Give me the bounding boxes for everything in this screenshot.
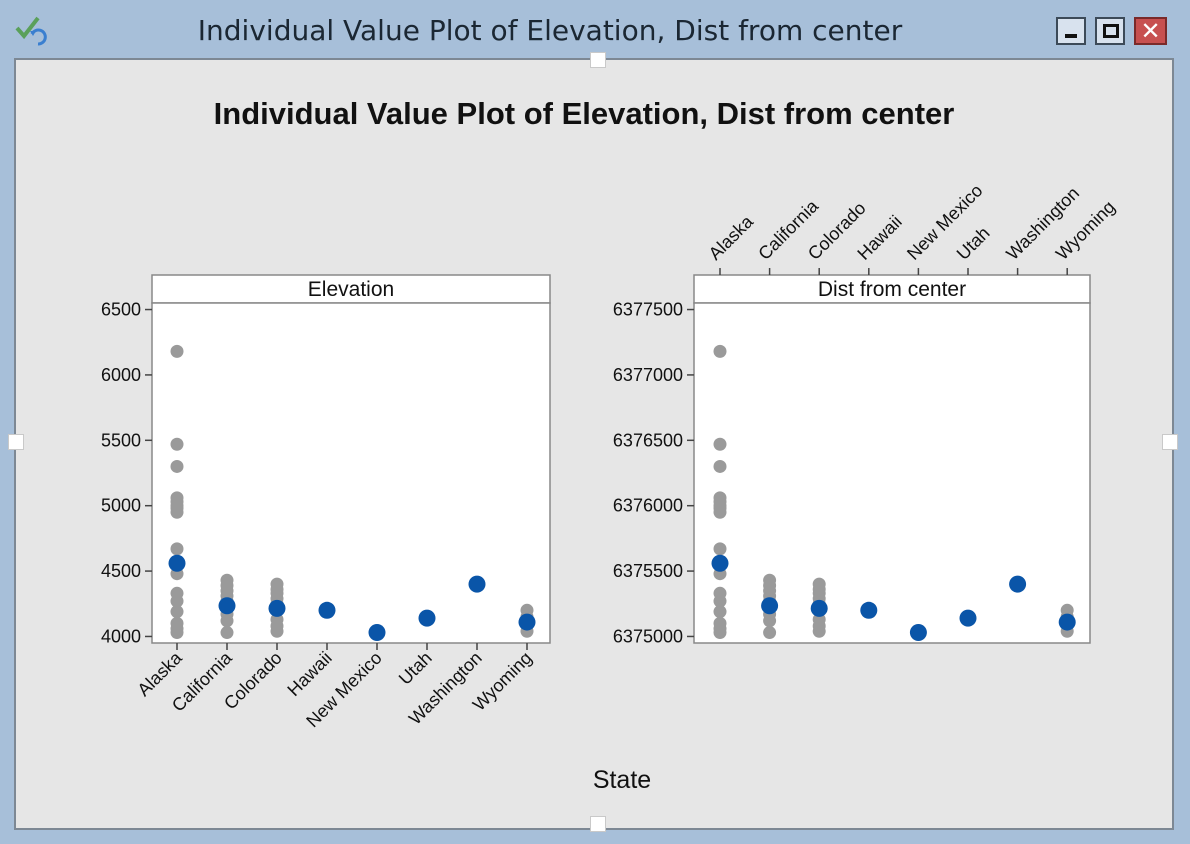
plot-area-elevation xyxy=(151,302,551,644)
individual-point xyxy=(763,614,777,628)
y-tick-label-dist-from-center: 6377500 xyxy=(613,300,683,320)
chart-canvas: Individual Value Plot of Elevation, Dist… xyxy=(101,96,1119,794)
minimize-button[interactable] xyxy=(1056,17,1086,45)
individual-point xyxy=(713,344,727,358)
mean-point xyxy=(959,609,977,627)
y-tick-label-elevation: 4000 xyxy=(101,626,141,646)
individual-point xyxy=(713,505,727,519)
mean-point xyxy=(468,575,486,593)
chart-title: Individual Value Plot of Elevation, Dist… xyxy=(214,96,955,131)
y-tick-label-elevation: 5000 xyxy=(101,496,141,516)
mean-point xyxy=(761,597,779,615)
app-check-refresh-icon xyxy=(15,16,47,46)
window-title: Individual Value Plot of Elevation, Dist… xyxy=(197,14,903,47)
y-tick-label-elevation: 6000 xyxy=(101,365,141,385)
mean-point xyxy=(860,601,878,619)
individual-point xyxy=(170,437,184,451)
mean-point xyxy=(810,599,828,617)
y-tick-label-elevation: 6500 xyxy=(101,300,141,320)
window-titlebar[interactable]: Individual Value Plot of Elevation, Dist… xyxy=(0,0,1190,62)
x-tick-label-dist-from-center: Utah xyxy=(953,223,994,264)
individual-point xyxy=(170,344,184,358)
individual-point xyxy=(170,605,184,619)
individual-point xyxy=(713,542,727,556)
y-tick-label-dist-from-center: 6375500 xyxy=(613,561,683,581)
mean-point xyxy=(909,624,927,642)
y-tick-label-dist-from-center: 6375000 xyxy=(613,626,683,646)
individual-point xyxy=(763,626,777,640)
close-icon: ✕ xyxy=(1140,17,1161,45)
resize-handle-right[interactable] xyxy=(1162,434,1178,450)
individual-point xyxy=(170,594,184,608)
x-tick-label-elevation: Utah xyxy=(395,648,436,689)
panel-title-dist-from-center: Dist from center xyxy=(818,278,966,301)
maximize-button[interactable] xyxy=(1095,17,1125,45)
y-tick-label-dist-from-center: 6376500 xyxy=(613,430,683,450)
close-button[interactable]: ✕ xyxy=(1134,17,1167,45)
individual-point xyxy=(270,624,284,638)
x-tick-label-dist-from-center: Alaska xyxy=(705,211,758,264)
individual-point xyxy=(170,542,184,556)
mean-point xyxy=(418,609,436,627)
individual-point xyxy=(713,437,727,451)
mean-point xyxy=(518,613,536,631)
plot-area-dist-from-center xyxy=(693,302,1091,644)
individual-point xyxy=(713,626,727,640)
individual-point xyxy=(713,605,727,619)
mean-point xyxy=(318,601,336,619)
x-axis-label: State xyxy=(593,766,651,794)
individual-point xyxy=(170,459,184,473)
individual-point xyxy=(220,626,234,640)
resize-handle-bottom[interactable] xyxy=(590,816,606,832)
individual-point xyxy=(170,505,184,519)
mean-point xyxy=(268,599,286,617)
mean-point xyxy=(711,554,729,572)
individual-point xyxy=(812,624,826,638)
resize-handle-top[interactable] xyxy=(590,52,606,68)
mean-point xyxy=(218,597,236,615)
panel-title-elevation: Elevation xyxy=(308,278,394,301)
individual-point xyxy=(170,626,184,640)
mean-point xyxy=(1058,613,1076,631)
individual-point xyxy=(713,459,727,473)
resize-handle-left[interactable] xyxy=(8,434,24,450)
mean-point xyxy=(368,624,386,642)
graph-window: Individual Value Plot of Elevation, Dist… xyxy=(8,52,1178,832)
y-tick-label-elevation: 5500 xyxy=(101,430,141,450)
y-tick-label-dist-from-center: 6376000 xyxy=(613,496,683,516)
panel-header-elevation xyxy=(151,274,551,304)
y-tick-label-elevation: 4500 xyxy=(101,561,141,581)
mean-point xyxy=(1009,575,1027,593)
individual-point xyxy=(220,614,234,628)
mean-point xyxy=(168,554,186,572)
y-tick-label-dist-from-center: 6377000 xyxy=(613,365,683,385)
individual-point xyxy=(713,594,727,608)
